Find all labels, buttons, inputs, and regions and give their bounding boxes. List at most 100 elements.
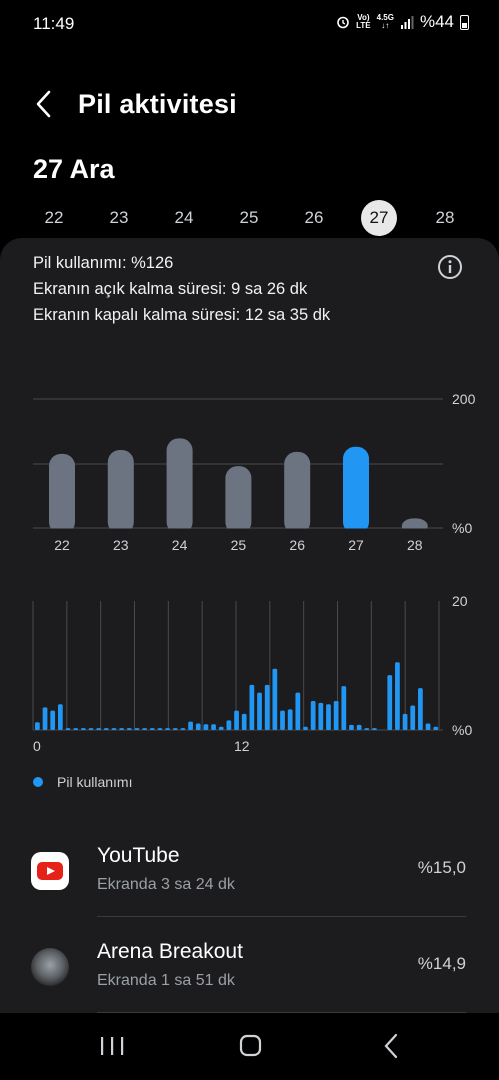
hourly-bar [157, 728, 163, 730]
day-26[interactable]: 26 [304, 208, 324, 227]
list-divider [97, 1012, 466, 1013]
app-screen-time: Ekranda 3 sa 24 dk [97, 876, 235, 893]
hourly-bar [341, 686, 347, 730]
data-indicator: 4.5G ↓↑ [376, 13, 394, 30]
legend-dot [33, 777, 43, 787]
day-25[interactable]: 25 [239, 208, 259, 227]
volte-indicator: Vo) LTE [356, 13, 371, 30]
hourly-bar [264, 684, 270, 730]
recents-button[interactable] [92, 1031, 132, 1061]
hourly-bar [410, 705, 416, 730]
arena-breakout-icon [31, 948, 69, 986]
hourly-bar [257, 692, 262, 730]
day-28[interactable]: 28 [435, 208, 455, 227]
daily-bar-26[interactable] [284, 451, 311, 534]
hourly-bar [303, 726, 308, 730]
hourly-bar [272, 668, 278, 730]
hourly-bar [372, 728, 377, 730]
hourly-bar [88, 728, 94, 730]
app-usage-percent: %14,9 [417, 954, 466, 973]
alarm-icon [337, 16, 349, 29]
hourly-bar [356, 724, 362, 730]
battery-icon [460, 14, 469, 30]
hourly-x-tick-0: 0 [33, 738, 41, 754]
battery-usage-text: Pil kullanımı: %126 [33, 254, 174, 272]
hourly-bar [402, 713, 408, 730]
hourly-bar [165, 728, 170, 730]
daily-bar-25[interactable] [225, 466, 252, 534]
hourly-bar [57, 704, 63, 730]
home-icon [239, 1034, 262, 1057]
day-22[interactable]: 22 [44, 208, 64, 227]
hourly-bar [111, 728, 117, 730]
selected-date-title: 27 Ara [33, 154, 115, 184]
day-23[interactable]: 23 [109, 208, 129, 227]
app-name: Arena Breakout [97, 940, 243, 963]
hourly-y-tick-max: 20 [452, 593, 468, 609]
screen-off-text: Ekranın kapalı kalma süresi: 12 sa 35 dk [33, 306, 331, 324]
hourly-bar [180, 728, 186, 730]
app-row-arena-breakout[interactable]: Arena Breakout Ekranda 1 sa 51 dk %14,9 [0, 934, 499, 1024]
signal-icon [400, 15, 414, 29]
status-time: 11:49 [33, 14, 75, 33]
hourly-bar [103, 728, 109, 730]
hourly-bar [203, 724, 209, 730]
hourly-bar [280, 710, 285, 730]
hourly-bar [65, 728, 71, 730]
battery-percent: %44 [419, 12, 454, 31]
hourly-bar [295, 692, 301, 730]
hourly-bar [80, 728, 86, 730]
chevron-left-icon [36, 90, 51, 118]
hourly-bar [287, 709, 293, 730]
info-icon [438, 255, 462, 279]
hourly-bar [73, 728, 79, 730]
daily-x-tick-24: 24 [172, 537, 188, 553]
daily-bar-23[interactable] [107, 449, 134, 534]
hourly-y-tick-zero: %0 [452, 722, 472, 738]
back-icon [384, 1033, 398, 1059]
app-usage-percent: %15,0 [417, 858, 466, 877]
daily-bar-22[interactable] [49, 453, 75, 534]
daily-bar-24[interactable] [166, 438, 193, 534]
legend-label: Pil kullanımı [57, 774, 133, 790]
nav-back-button[interactable] [370, 1031, 410, 1061]
hourly-bar [211, 724, 216, 730]
daily-x-tick-26: 26 [289, 537, 305, 553]
daily-bar-27[interactable] [343, 446, 369, 534]
hourly-bar [172, 728, 178, 730]
hourly-x-tick-12: 12 [234, 738, 250, 754]
usage-summary: Pil kullanımı: %126 Ekranın açık kalma s… [33, 250, 330, 328]
day-27-selected[interactable]: 27 [361, 200, 397, 236]
hourly-bar [218, 726, 224, 730]
battery-activity-card: Pil kullanımı: %126 Ekranın açık kalma s… [0, 238, 499, 1013]
hourly-bar [395, 662, 400, 730]
daily-x-tick-23: 23 [113, 537, 129, 553]
hourly-bar [35, 722, 40, 730]
daily-x-tick-25: 25 [231, 537, 247, 553]
status-bar: 11:49 Vo) LTE 4.5G ↓↑ %44 [0, 0, 499, 48]
hourly-bar [349, 724, 354, 730]
app-row-youtube[interactable]: YouTube Ekranda 3 sa 24 dk %15,0 [0, 838, 499, 928]
hourly-bar [96, 728, 102, 730]
hourly-bar [142, 728, 147, 730]
daily-x-tick-22: 22 [54, 537, 70, 553]
page-title: Pil aktivitesi [78, 89, 237, 119]
home-button[interactable] [230, 1031, 270, 1061]
hourly-bar [134, 728, 140, 730]
y-tick-zero: %0 [452, 520, 472, 536]
day-24[interactable]: 24 [174, 208, 194, 227]
y-tick-max: 200 [452, 391, 476, 407]
hourly-bar [433, 726, 439, 730]
chart-legend: Pil kullanımı [33, 774, 132, 790]
hourly-bar [364, 728, 370, 730]
hourly-bar [333, 700, 339, 730]
hourly-bar [425, 723, 431, 730]
info-button[interactable] [437, 254, 463, 280]
hourly-bar [42, 707, 48, 730]
hourly-bar [195, 723, 201, 730]
hourly-bar [188, 721, 193, 730]
hourly-bar [226, 720, 232, 730]
screen-on-text: Ekranın açık kalma süresi: 9 sa 26 dk [33, 280, 308, 298]
back-button[interactable] [30, 88, 58, 120]
daily-x-tick-27: 27 [348, 537, 364, 553]
